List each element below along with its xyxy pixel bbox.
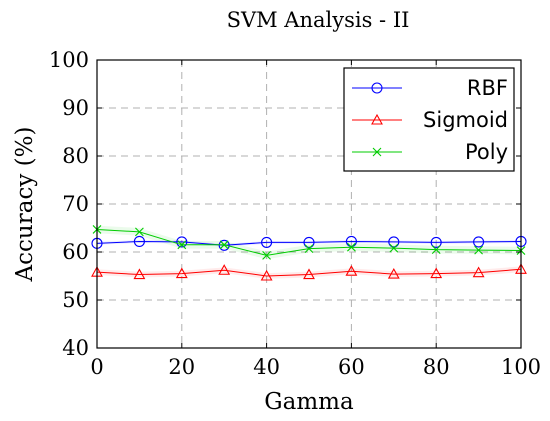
legend-marker-sigmoid [371, 113, 383, 125]
y-tick-label: 90 [62, 96, 89, 120]
poly-band [97, 225, 521, 260]
legend-label-rbf: RBF [467, 76, 508, 100]
poly-data-point [431, 245, 441, 254]
sigmoid-data-point [387, 267, 400, 279]
x-tick-label: 60 [338, 355, 365, 379]
poly-data-point [474, 245, 483, 255]
y-tick-label: 60 [62, 240, 89, 264]
sigmoid-data-point [430, 267, 443, 279]
y-tick-label: 70 [62, 192, 89, 216]
poly-data-point [219, 240, 229, 250]
rbf-data-point [176, 236, 188, 248]
y-tick-label: 40 [62, 336, 89, 360]
poly-data-point [304, 244, 314, 254]
rbf-data-point [473, 236, 485, 248]
sigmoid-data-point [345, 265, 358, 276]
sigmoid-data-point [472, 266, 485, 278]
y-axis-label: Accuracy (%) [12, 127, 38, 283]
y-tick-label: 100 [49, 48, 89, 72]
legend-marker-poly [372, 147, 382, 157]
legend-entries: RBF Sigmoid Poly [352, 76, 508, 164]
legend-label-sigmoid: Sigmoid [423, 108, 508, 132]
sigmoid-data-point [303, 268, 315, 280]
poly-data-point [135, 227, 144, 237]
x-tick-label: 100 [501, 355, 541, 379]
rbf-data-point [388, 236, 400, 248]
x-tick-label: 80 [423, 355, 450, 379]
chart-title: SVM Analysis - II [227, 8, 410, 32]
legend-label-poly: Poly [465, 140, 508, 164]
rbf-data-point [133, 235, 145, 247]
poly-data-point [262, 250, 271, 260]
rbf-data-point [261, 236, 273, 248]
x-tick-label: 40 [253, 355, 280, 379]
sigmoid-data-point [175, 267, 188, 279]
legend-marker-rbf [371, 82, 383, 94]
y-tick-label: 80 [62, 144, 89, 168]
x-tick-label: 0 [90, 355, 103, 379]
poly-data-point [347, 242, 356, 252]
rbf-data-point [303, 236, 315, 248]
rbf-series-line [96, 240, 522, 246]
x-axis-label: Gamma [264, 389, 354, 415]
sigmoid-data-point [260, 269, 273, 281]
sigmoid-data-point [218, 264, 231, 275]
poly-data-point [389, 243, 399, 253]
y-tick-label: 50 [62, 288, 89, 312]
rbf-data-point [430, 236, 442, 248]
sigmoid-series-line [96, 268, 522, 277]
poly-data-point [177, 240, 187, 250]
axis-ticks: 0 20 40 60 80 100 40 50 60 70 80 90 100 [49, 48, 541, 379]
sigmoid-band [97, 266, 521, 279]
legend: RBF Sigmoid Poly [343, 67, 515, 172]
sigmoid-data-point [133, 268, 146, 280]
x-tick-label: 20 [168, 355, 195, 379]
